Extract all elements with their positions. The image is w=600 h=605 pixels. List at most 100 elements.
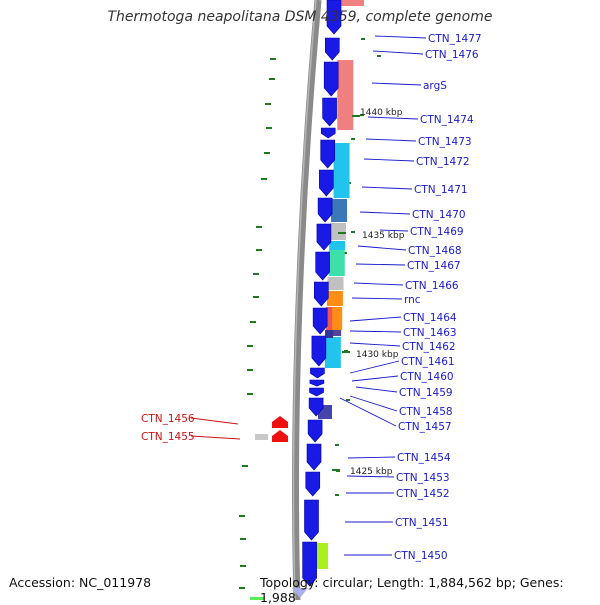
gene-label[interactable]: CTN_1466 [405, 280, 459, 292]
gene-label[interactable]: CTN_1452 [396, 488, 450, 500]
gene-label[interactable]: CTN_1451 [395, 517, 449, 529]
gene-label[interactable]: CTN_1450 [394, 550, 448, 562]
gene-label[interactable]: CTN_1463 [403, 327, 457, 339]
gene-label[interactable]: CTN_1464 [403, 312, 457, 324]
gene-label[interactable]: argS [423, 80, 447, 92]
gene-label[interactable]: CTN_1457 [398, 421, 452, 433]
gene-label[interactable]: CTN_1453 [396, 472, 450, 484]
gene-label[interactable]: CTN_1469 [410, 226, 464, 238]
forward-gene[interactable] [308, 397, 324, 417]
gc-tick [351, 138, 355, 140]
forward-gene[interactable] [314, 281, 329, 307]
position-tick [332, 469, 340, 471]
genome-backbone [292, 0, 322, 601]
leader-line [355, 386, 398, 393]
leader-line [347, 456, 396, 459]
forward-gene[interactable] [315, 251, 330, 281]
forward-gene[interactable] [302, 541, 317, 587]
forward-gene[interactable] [323, 61, 339, 97]
gc-tick [250, 321, 256, 323]
gc-tick [360, 114, 364, 116]
gene-label[interactable]: CTN_1470 [412, 209, 466, 221]
cog-bar [327, 277, 344, 290]
leader-line [353, 282, 404, 286]
position-tick [338, 232, 346, 234]
gc-tick [256, 249, 262, 251]
leader-line [190, 417, 239, 425]
leader-line [379, 229, 409, 232]
forward-gene[interactable] [319, 169, 334, 197]
gene-label[interactable]: CTN_1476 [425, 49, 479, 61]
reverse-gene[interactable] [272, 430, 288, 442]
gene-label[interactable]: CTN_1455 [141, 431, 195, 443]
forward-gene[interactable] [326, 0, 342, 35]
gene-label[interactable]: CTN_1474 [420, 114, 474, 126]
forward-gene[interactable] [306, 443, 322, 471]
forward-gene[interactable] [305, 471, 321, 497]
forward-gene[interactable] [316, 223, 332, 251]
gene-label[interactable]: CTN_1468 [408, 245, 462, 257]
gc-tick [335, 444, 339, 446]
leader-line [349, 360, 400, 374]
gene-label[interactable]: CTN_1458 [399, 406, 453, 418]
cog-bar [328, 250, 345, 276]
leader-line [359, 211, 411, 215]
forward-gene[interactable] [322, 97, 337, 127]
forward-gene[interactable] [304, 499, 319, 541]
gene-label[interactable]: CTN_1461 [401, 356, 455, 368]
cog-bar [331, 199, 348, 222]
forward-gene[interactable] [307, 419, 323, 443]
gc-tick [239, 515, 245, 517]
gene-label[interactable]: CTN_1456 [141, 413, 195, 425]
gc-tick [361, 38, 365, 40]
forward-gene[interactable] [320, 127, 336, 139]
gene-label[interactable]: CTN_1462 [402, 341, 456, 353]
cog-bar [329, 241, 346, 250]
leader-line [349, 330, 402, 333]
position-tick-label: 1430 kbp [356, 350, 399, 360]
gc-tick [264, 152, 270, 154]
forward-gene[interactable] [309, 379, 325, 387]
forward-gene[interactable] [324, 37, 340, 61]
gene-label[interactable]: CTN_1459 [399, 387, 453, 399]
gc-tick [240, 565, 246, 567]
forward-gene[interactable] [317, 197, 333, 223]
gene-label[interactable]: CTN_1471 [414, 184, 468, 196]
leader-line [349, 395, 398, 412]
gene-label[interactable]: CTN_1454 [397, 452, 451, 464]
cog-color-bars [314, 0, 356, 569]
gc-tick [261, 178, 267, 180]
gene-label[interactable]: CTN_1460 [400, 371, 454, 383]
gene-labels: 1440 kbp 1435 kbp 1430 kbp 1425 kbp CTN_1477… [141, 33, 482, 562]
gc-tick [247, 369, 253, 371]
cog-bar [329, 223, 346, 240]
gene-label[interactable]: CTN_1472 [416, 156, 470, 168]
leader-line [190, 435, 241, 440]
cog-bar [350, 0, 364, 6]
cog-bar [326, 291, 343, 306]
forward-gene[interactable] [292, 588, 308, 598]
gc-tick [242, 465, 248, 467]
leader-line [372, 50, 424, 55]
gene-label[interactable]: CTN_1473 [418, 136, 472, 148]
forward-gene[interactable] [310, 367, 325, 379]
gc-tick [335, 494, 339, 496]
forward-gene[interactable] [320, 139, 335, 169]
gene-label[interactable]: CTN_1467 [407, 260, 461, 272]
reverse-gene[interactable] [272, 416, 288, 428]
forward-gene[interactable] [309, 387, 324, 397]
leader-line [357, 245, 407, 251]
gc-tick [240, 538, 246, 540]
genome-title: Thermotoga neapolitana DSM 4359, complet… [107, 9, 493, 25]
leader-line [363, 158, 415, 162]
gc-tick [256, 226, 262, 228]
gene-label[interactable]: rnc [404, 294, 421, 306]
position-tick-label: 1435 kbp [362, 231, 405, 241]
forward-gene[interactable] [311, 335, 327, 367]
label-leader-lines [190, 35, 427, 556]
gene-label[interactable]: CTN_1477 [428, 33, 482, 45]
cog-bar [340, 0, 356, 6]
forward-gene[interactable] [312, 307, 328, 335]
gc-tick [247, 393, 253, 395]
